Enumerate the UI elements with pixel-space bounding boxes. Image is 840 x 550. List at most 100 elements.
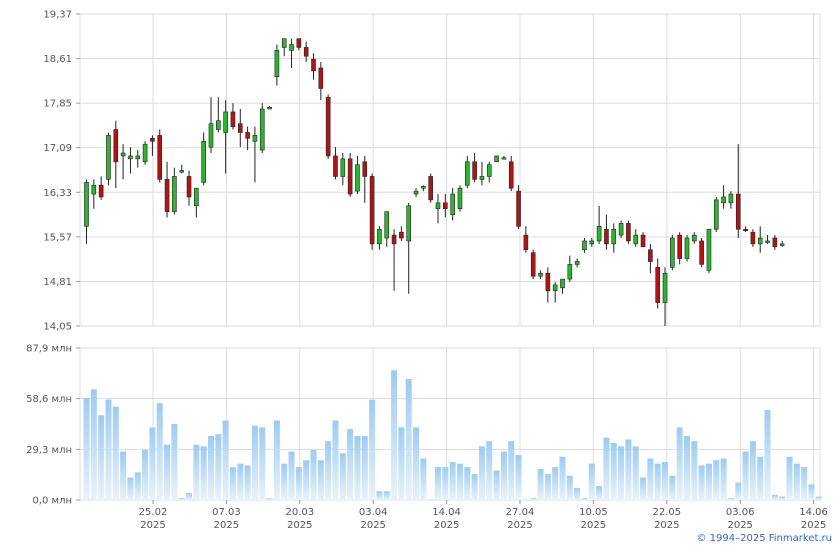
volume-bar <box>493 470 500 500</box>
volume-bar <box>625 439 632 500</box>
candle-up <box>259 108 265 151</box>
volume-tick-label: 87,9 млн <box>26 344 72 355</box>
price-tick-label: 14,81 <box>43 277 72 288</box>
volume-bar <box>669 475 676 500</box>
volume-bar <box>654 463 661 500</box>
candle-up <box>91 184 97 195</box>
candle-down <box>648 249 653 262</box>
volume-bar <box>383 491 390 500</box>
candle-down <box>523 234 529 251</box>
volume-bar <box>98 415 105 500</box>
price-tick-label: 16,33 <box>43 188 72 199</box>
price-y-axis: 19,37 18,61 17,85 17,09 16,33 15,57 14,81 14,05 <box>43 10 80 333</box>
volume-bar <box>530 498 537 500</box>
x-tick-year: 2025 <box>287 520 312 531</box>
volume-bar <box>676 427 683 500</box>
volume-bar <box>317 460 324 500</box>
candle-up <box>567 264 573 280</box>
candle-up <box>479 176 485 180</box>
volume-bar <box>640 477 647 500</box>
candle-down <box>230 111 236 127</box>
volume-bar <box>596 486 603 500</box>
candle-up <box>216 120 221 130</box>
x-tick-date: 20.03 <box>285 507 314 518</box>
candle-up <box>706 228 712 271</box>
volume-bar <box>215 434 222 500</box>
candle-down <box>604 228 609 245</box>
date-x-axis: 25.02 2025 07.03 2025 20.03 2025 03.04 2025 14.0… <box>139 500 828 531</box>
volume-bar <box>207 436 214 500</box>
volume-bar-series <box>83 370 822 501</box>
volume-bar <box>178 498 185 500</box>
candle-down <box>303 47 309 57</box>
candle-up <box>457 187 463 210</box>
candle-down <box>530 252 536 277</box>
x-tick-year: 2025 <box>801 520 826 531</box>
volume-bar <box>500 451 507 500</box>
candle-up <box>120 152 126 157</box>
candle-down <box>399 231 404 239</box>
candle-up <box>633 234 639 245</box>
candle-up <box>355 164 360 192</box>
candle-down <box>186 176 192 198</box>
candle-up <box>670 237 675 268</box>
volume-bar <box>522 500 529 501</box>
volume-tick-label: 29,3 млн <box>26 445 72 456</box>
candle-down <box>113 129 119 163</box>
volume-bar <box>552 467 559 500</box>
candle-up <box>684 237 690 259</box>
candle-down <box>545 272 551 292</box>
candle-down <box>750 231 756 245</box>
volume-bar <box>171 423 178 500</box>
candle-up <box>596 226 602 242</box>
copyright-link[interactable]: © 1994–2025 Finmarket.ru <box>696 533 832 544</box>
volume-bar <box>251 425 258 500</box>
candle-up <box>274 50 280 78</box>
volume-bar <box>486 441 493 500</box>
candle-down <box>318 67 324 89</box>
volume-bar <box>449 461 456 500</box>
volume-bar <box>574 487 581 500</box>
candle-up <box>413 190 419 195</box>
volume-bar <box>815 496 822 500</box>
candle-down <box>164 179 170 212</box>
x-tick-date: 14.04 <box>432 507 461 518</box>
volume-bar <box>435 467 442 500</box>
candle-up <box>611 228 617 245</box>
candle-up <box>494 155 499 163</box>
volume-bar <box>281 463 288 500</box>
volume-bar <box>405 378 412 500</box>
candle-up <box>281 38 287 48</box>
x-tick-year: 2025 <box>434 520 459 531</box>
price-tick-label: 15,57 <box>43 232 72 243</box>
candle-up <box>692 234 697 242</box>
candle-down <box>508 161 514 189</box>
volume-bar <box>735 482 742 500</box>
candle-up <box>464 161 470 186</box>
candle-down <box>626 223 631 242</box>
candle-down <box>150 138 155 142</box>
candle-up <box>421 186 426 189</box>
volume-tick-label: 58,6 млн <box>26 394 72 405</box>
candle-down <box>772 237 778 248</box>
volume-bar <box>259 427 266 500</box>
volume-bar <box>193 444 200 500</box>
volume-bar <box>229 467 236 500</box>
volume-bar <box>244 465 251 500</box>
price-tick-label: 18,61 <box>43 54 72 65</box>
candle-up <box>106 135 111 180</box>
candle-up <box>406 205 412 242</box>
candle-up <box>289 44 294 51</box>
candle-up <box>377 228 382 245</box>
candle-down <box>157 135 163 180</box>
x-tick-year: 2025 <box>654 520 679 531</box>
candle-up <box>201 140 206 183</box>
candle-down <box>743 228 748 232</box>
x-tick-date: 25.02 <box>139 507 168 518</box>
volume-bar <box>720 458 727 500</box>
volume-bar <box>200 446 207 500</box>
volume-bar <box>361 436 368 500</box>
volume-bar <box>581 498 588 500</box>
candle-down <box>98 184 104 198</box>
x-tick-year: 2025 <box>507 520 532 531</box>
